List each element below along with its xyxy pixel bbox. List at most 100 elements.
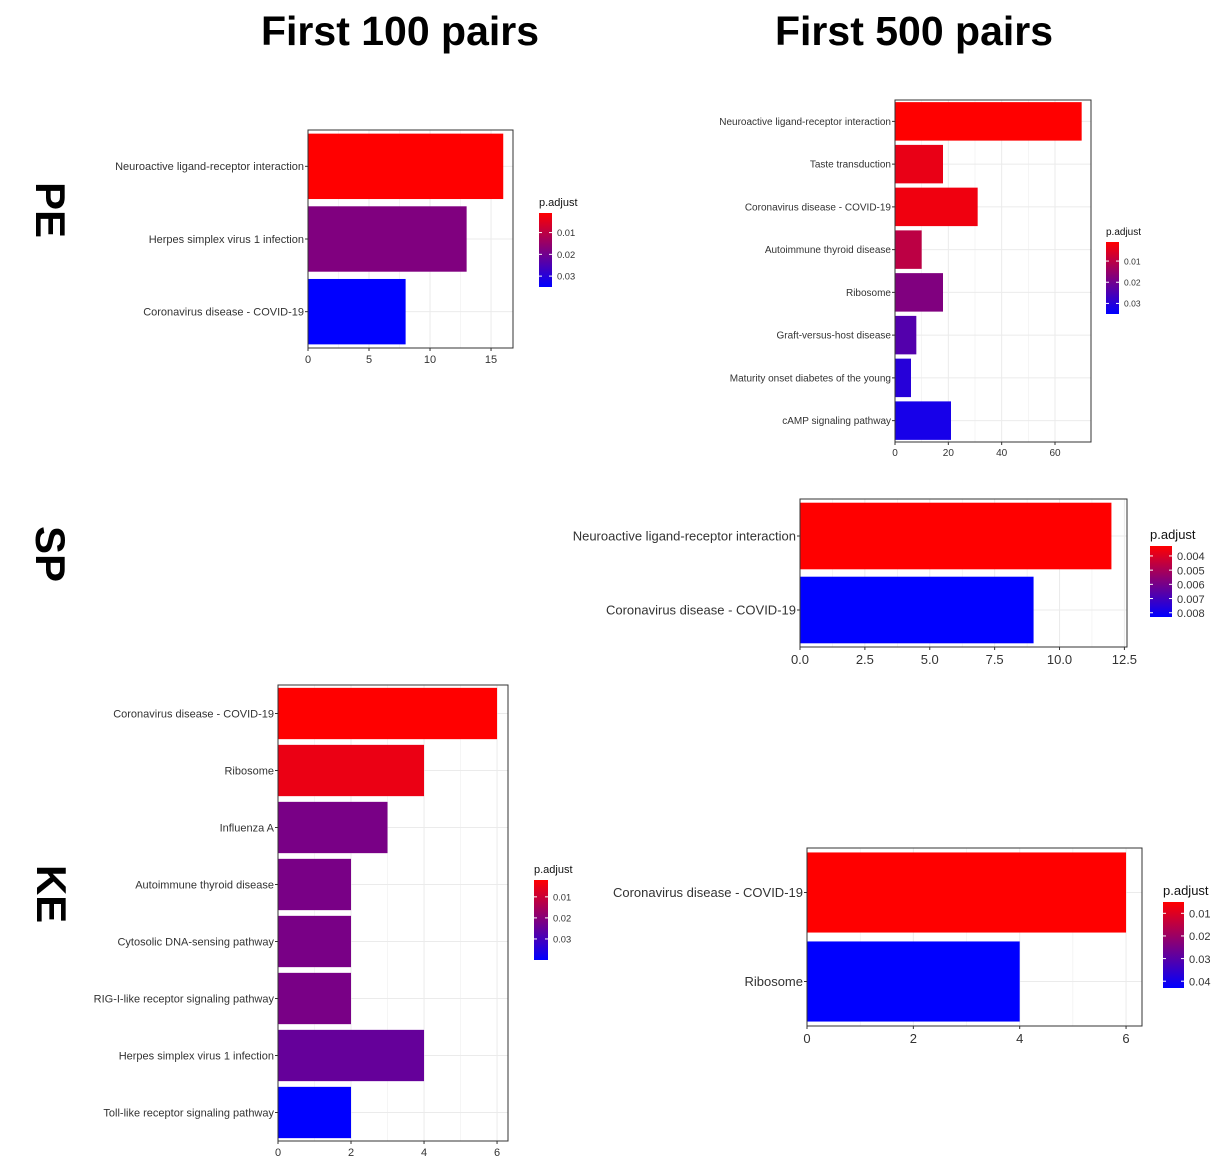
plot-frame (894, 99, 1092, 443)
legend-colorbar (534, 880, 548, 960)
category-label: Ribosome (224, 765, 274, 777)
bar-cytosolic-dna-sensing-pathway (278, 915, 352, 968)
category-label: cAMP signaling pathway (782, 416, 891, 427)
legend-title: p.adjust (1150, 527, 1196, 542)
bar-neuroactive-ligand-receptor-interaction (800, 502, 1112, 570)
legend-tick-label: 0.004 (1177, 551, 1205, 563)
legend-tick-label: 0.03 (553, 935, 571, 945)
category-label: Coronavirus disease - COVID-19 (745, 202, 892, 213)
chart-ke-first-500: Coronavirus disease - COVID-19 Ribosome 0 2… (613, 847, 1211, 1046)
x-tick-label: 6 (1122, 1031, 1129, 1046)
bar-autoimmune-thyroid-disease (895, 230, 922, 269)
category-label: Ribosome (744, 974, 803, 989)
legend-title: p.adjust (539, 197, 578, 209)
bar-herpes-simplex-virus-1-infection (308, 206, 467, 272)
bar-ribosome (807, 941, 1020, 1022)
chart-pe-first-100: Neuroactive ligand-receptor interaction H… (115, 129, 578, 366)
bar-influenza-a (278, 801, 388, 854)
plot-frame (799, 498, 1128, 648)
x-tick-label: 4 (1016, 1031, 1023, 1046)
category-label: Autoimmune thyroid disease (765, 245, 892, 256)
legend-tick-label: 0.02 (1124, 278, 1141, 288)
category-label: Coronavirus disease - COVID-19 (613, 885, 803, 900)
legend-tick-label: 0.01 (1124, 256, 1141, 266)
category-label: Coronavirus disease - COVID-19 (113, 708, 274, 720)
row-label-ke: KE (28, 864, 76, 924)
legend-tick-label: 0.005 (1177, 565, 1205, 577)
category-label: Neuroactive ligand-receptor interaction (115, 161, 304, 173)
plot-frame (806, 847, 1143, 1027)
bar-coronavirus-disease-covid-19 (800, 576, 1034, 644)
plot-frame (307, 129, 514, 349)
bar-coronavirus-disease-covid-19 (308, 278, 406, 345)
x-tick-label: 20 (943, 448, 955, 459)
category-label: Coronavirus disease - COVID-19 (143, 307, 304, 319)
column-header-first-500: First 500 pairs (775, 8, 1054, 54)
legend-title: p.adjust (1106, 227, 1141, 238)
category-label: Taste transduction (810, 160, 891, 171)
bar-taste-transduction (895, 144, 943, 184)
category-label: Coronavirus disease - COVID-19 (606, 603, 796, 618)
legend-colorbar (1150, 546, 1172, 617)
legend-title: p.adjust (1163, 883, 1209, 898)
category-label: Toll-like receptor signaling pathway (103, 1107, 274, 1119)
category-label: Cytosolic DNA-sensing pathway (117, 936, 274, 948)
legend-tick-label: 0.02 (557, 250, 575, 260)
legend-tick-label: 0.01 (1189, 909, 1211, 921)
category-label: Influenza A (220, 822, 275, 834)
chart-pe-first-500: Neuroactive ligand-receptor interaction T… (719, 99, 1141, 459)
x-tick-label: 15 (485, 354, 497, 366)
x-tick-label: 40 (996, 448, 1008, 459)
legend-colorbar (539, 213, 552, 287)
x-tick-label: 0 (892, 448, 898, 459)
category-label: RIG-I-like receptor signaling pathway (94, 993, 275, 1005)
category-label: Neuroactive ligand-receptor interaction (573, 529, 796, 544)
chart-sp-first-500: Neuroactive ligand-receptor interaction C… (573, 498, 1205, 667)
legend-tick-label: 0.03 (1124, 299, 1141, 309)
row-label-sp: SP (27, 525, 75, 583)
x-tick-label: 10 (424, 354, 436, 366)
x-tick-label: 0 (275, 1147, 281, 1159)
x-tick-label: 4 (421, 1147, 427, 1159)
bar-coronavirus-disease-covid-19 (278, 687, 498, 740)
x-tick-label: 0 (305, 354, 311, 366)
legend-colorbar (1106, 242, 1119, 314)
category-label: Herpes simplex virus 1 infection (149, 234, 304, 246)
legend-title: p.adjust (534, 864, 573, 876)
x-tick-label: 6 (494, 1147, 500, 1159)
x-tick-label: 2 (910, 1031, 917, 1046)
legend-colorbar (1163, 902, 1184, 988)
plot-frame (277, 684, 509, 1142)
x-tick-label: 7.5 (986, 652, 1004, 667)
legend-tick-label: 0.02 (553, 914, 571, 924)
category-label: Herpes simplex virus 1 infection (119, 1050, 274, 1062)
x-tick-label: 5.0 (921, 652, 939, 667)
bar-coronavirus-disease-covid-19 (895, 187, 978, 227)
x-tick-label: 0 (803, 1031, 810, 1046)
legend-tick-label: 0.03 (557, 272, 575, 282)
category-label: Maturity onset diabetes of the young (730, 373, 891, 384)
x-tick-label: 0.0 (791, 652, 809, 667)
bar-herpes-simplex-virus-1-infection (278, 1029, 425, 1082)
x-tick-label: 5 (366, 354, 372, 366)
bar-rig-i-like-receptor-signaling-pathway (278, 972, 352, 1025)
category-label: Neuroactive ligand-receptor interaction (719, 117, 891, 128)
bar-maturity-onset-diabetes-of-the-young (895, 358, 911, 398)
bar-neuroactive-ligand-receptor-interaction (895, 102, 1082, 141)
x-tick-label: 12.5 (1112, 652, 1137, 667)
legend-tick-label: 0.008 (1177, 608, 1205, 620)
bar-ribosome (895, 273, 943, 312)
legend-tick-label: 0.03 (1189, 954, 1211, 966)
legend-tick-label: 0.01 (553, 892, 571, 902)
bar-autoimmune-thyroid-disease (278, 858, 352, 911)
category-label: Graft-versus-host disease (777, 331, 892, 342)
x-tick-label: 60 (1049, 448, 1061, 459)
bar-coronavirus-disease-covid-19 (807, 852, 1127, 933)
x-tick-label: 2 (348, 1147, 354, 1159)
x-tick-label: 10.0 (1047, 652, 1072, 667)
bar-camp-signaling-pathway (895, 401, 951, 440)
bar-neuroactive-ligand-receptor-interaction (308, 133, 504, 200)
x-tick-label: 2.5 (856, 652, 874, 667)
category-label: Autoimmune thyroid disease (135, 879, 274, 891)
bar-graft-versus-host-disease (895, 315, 917, 355)
